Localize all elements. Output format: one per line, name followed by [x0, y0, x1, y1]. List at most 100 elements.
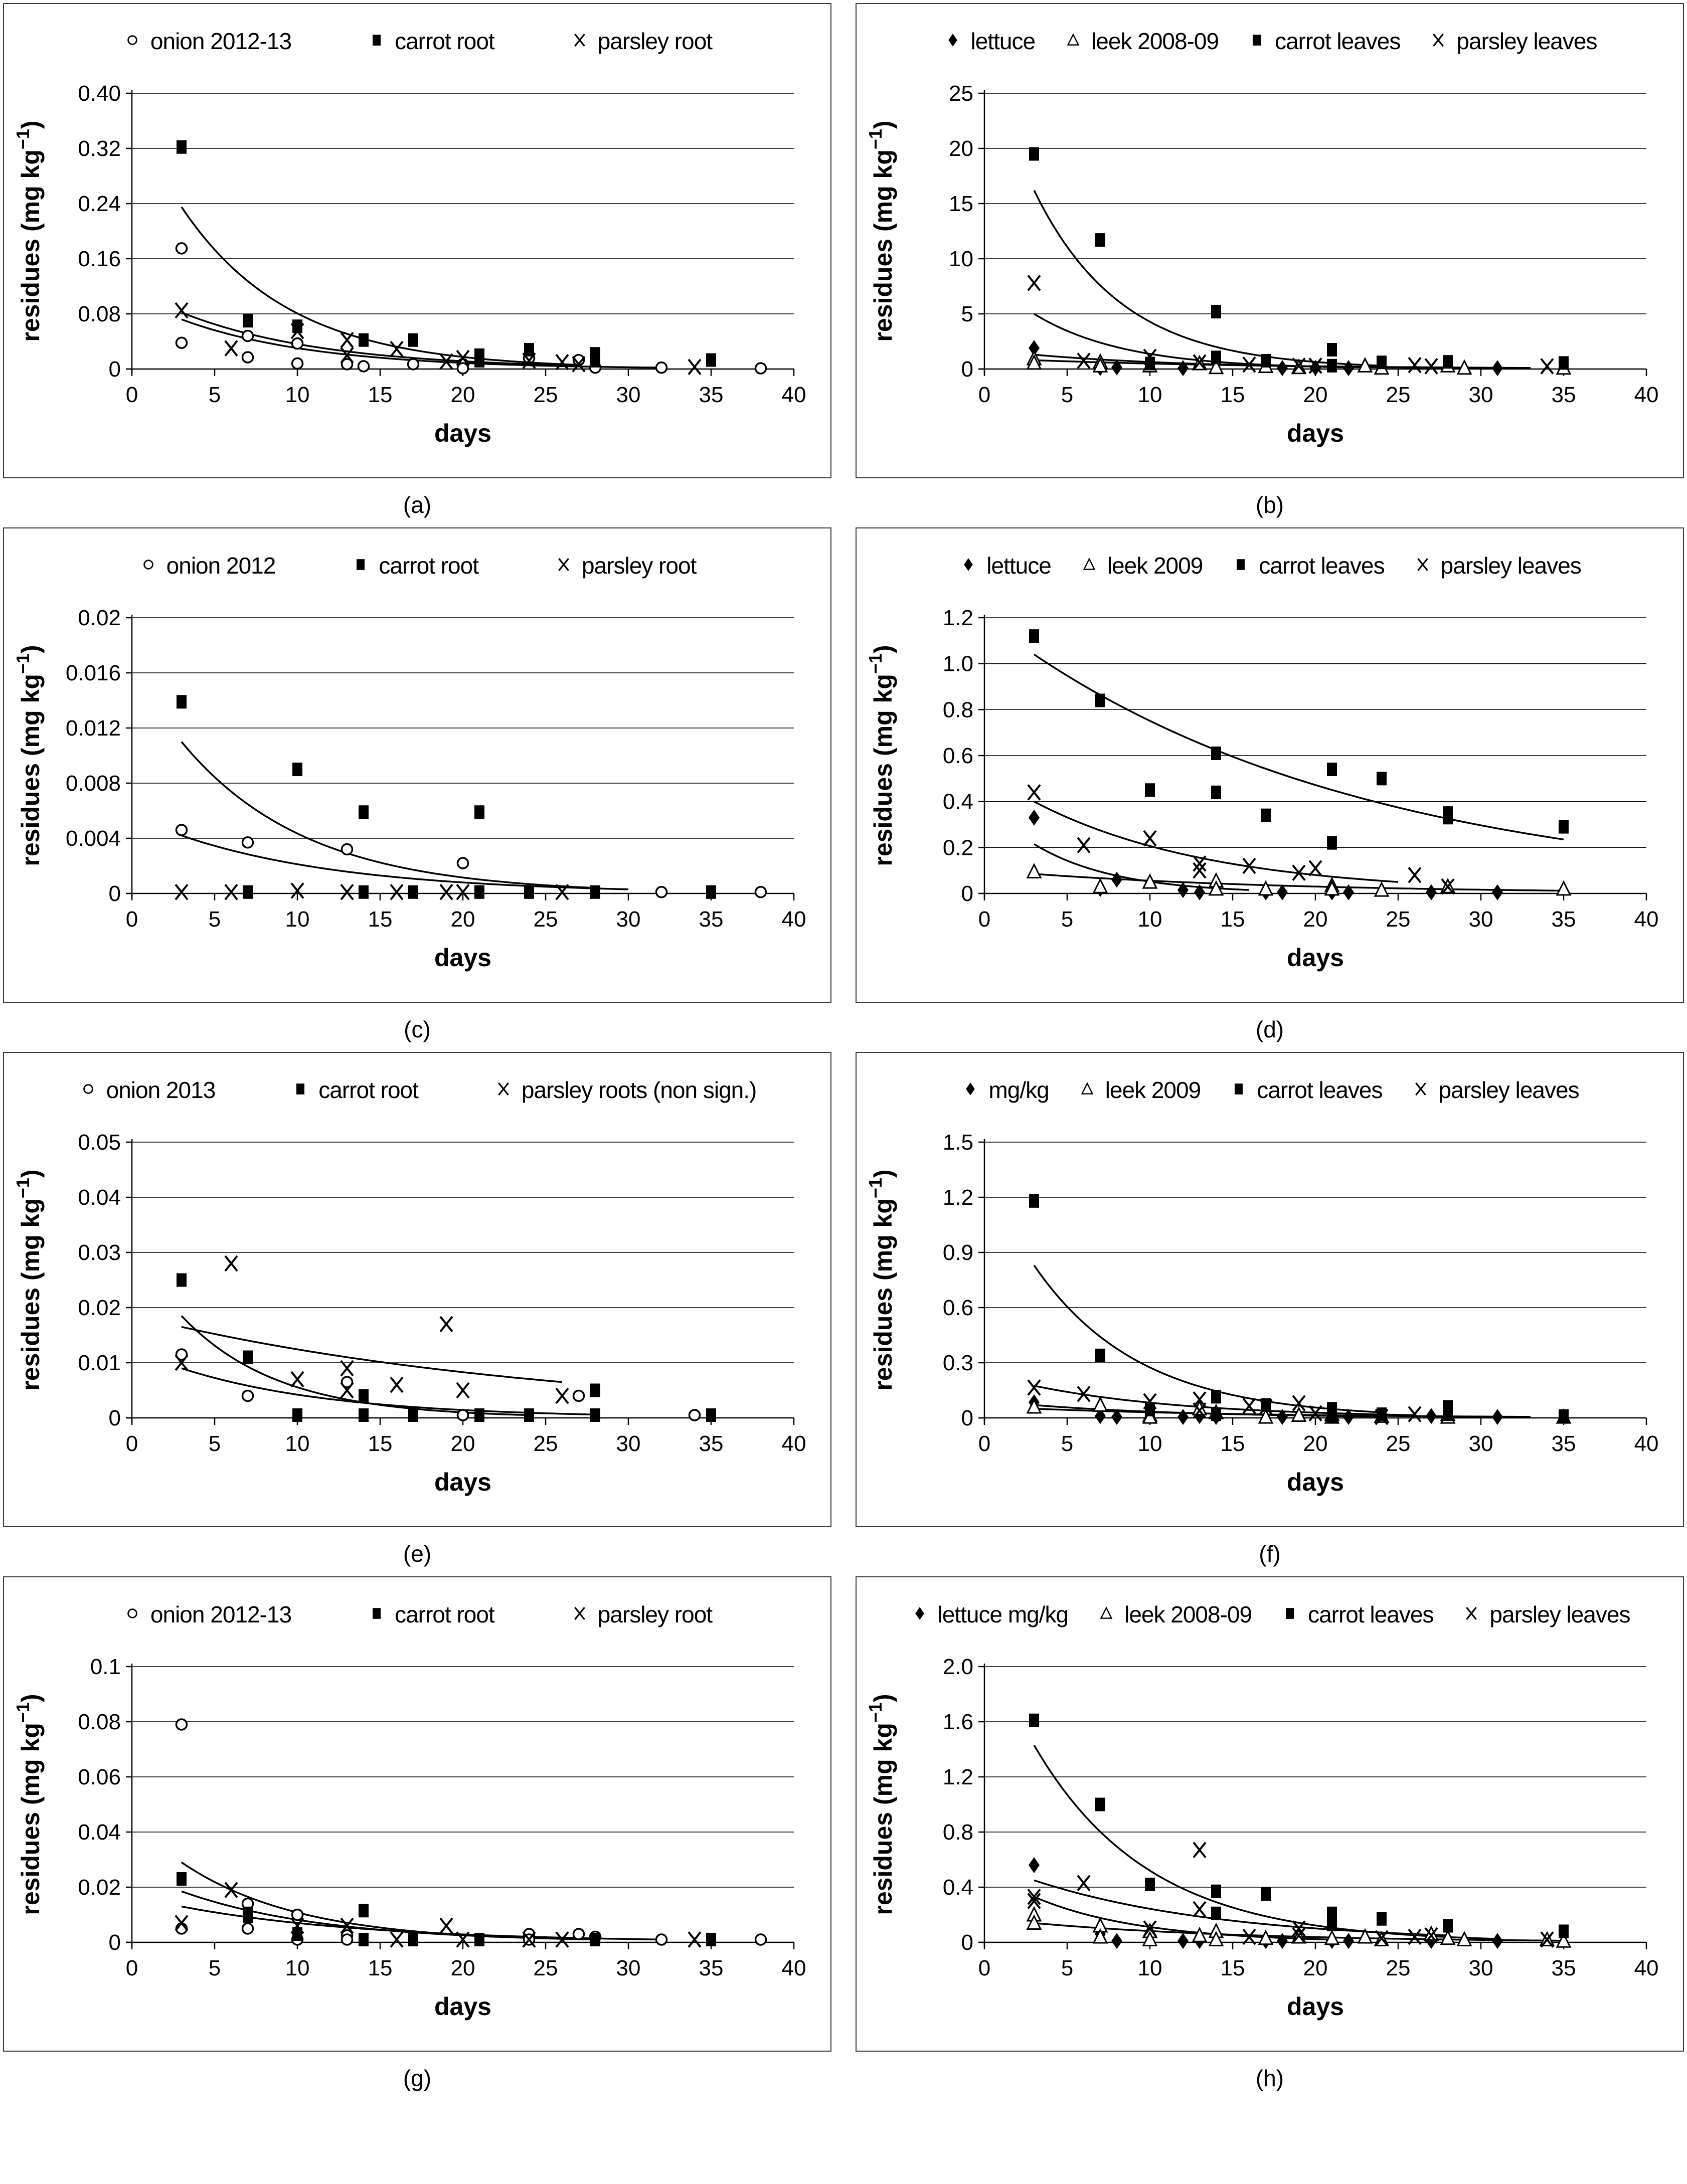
x-tick-label: 30 [616, 907, 641, 932]
data-point [522, 352, 536, 369]
data-point [340, 1382, 354, 1399]
data-point [1424, 358, 1438, 375]
chart-a: onion 2012-13 carrot root parsley root 0 0.… [3, 3, 831, 478]
data-point [1027, 784, 1041, 801]
data-point [408, 333, 418, 347]
x-marker-glyph [1417, 558, 1428, 571]
legend-label: parsley leaves [1489, 1601, 1630, 1627]
y-axis-title: residues (mg kg−1) [13, 120, 45, 341]
data-point [439, 353, 453, 370]
diamond-marker-icon [960, 1078, 980, 1103]
y-axis-title-base: residues (mg kg [17, 1723, 45, 1915]
data-point [1292, 1920, 1306, 1937]
y-tick-label: 0.1 [90, 1655, 121, 1679]
data-point [1540, 358, 1554, 375]
data-point [1440, 1929, 1456, 1945]
data-point [754, 886, 767, 898]
chart-b-plot: 0 5 10 15 20 25 0 5 10 15 20 25 30 35 40 days residues (… [865, 81, 1658, 447]
series-carrot-root [177, 1273, 716, 1422]
fit-curve-0 [1034, 653, 1564, 841]
data-point [1145, 1878, 1155, 1891]
chart-h-legend: lettuce mg/kg leek 2008-09 carrot leaves pa… [857, 1577, 1683, 1652]
data-point [1327, 343, 1337, 356]
legend-item-parsley-root: parsley root [570, 28, 713, 55]
x-tick-label: 0 [978, 1956, 990, 1980]
chart-panel-d: lettuce leek 2009 carrot leaves parsley lea… [856, 527, 1684, 1046]
y-axis-title-sup: −1 [865, 129, 886, 149]
data-point [1027, 1379, 1041, 1396]
data-point [1377, 1912, 1387, 1926]
data-point [1194, 884, 1205, 900]
data-point [1193, 1402, 1207, 1419]
data-point [1423, 1925, 1439, 1941]
y-axis-title-base: residues (mg kg [17, 1198, 45, 1390]
data-point [1327, 358, 1337, 373]
data-point [1327, 1917, 1337, 1931]
data-point [1540, 1931, 1554, 1948]
y-axis-title-base: residues (mg kg [869, 1723, 897, 1915]
y-axis-title-base: residues (mg kg [17, 149, 45, 341]
data-point [292, 1927, 302, 1941]
diamond-marker-icon [943, 29, 963, 54]
data-point [224, 884, 238, 900]
legend-label: leek 2008-09 [1124, 1601, 1252, 1627]
data-point [175, 884, 189, 900]
y-tick-label: 0 [109, 357, 121, 382]
data-point [359, 805, 369, 819]
legend-label: leek 2009 [1107, 553, 1203, 579]
data-point [407, 358, 420, 371]
data-point [1193, 1901, 1207, 1918]
data-point [340, 884, 354, 900]
y-tick-label: 0.05 [78, 1130, 121, 1155]
series-carrot-leaves [1029, 147, 1569, 373]
data-point [1211, 785, 1221, 799]
data-point [524, 343, 534, 356]
legend-item-parsley-leaves: parsley leaves [1413, 552, 1582, 579]
data-point [1292, 357, 1306, 374]
x-tick-label: 5 [1061, 907, 1073, 932]
series-parsley-leaves [1027, 1379, 1422, 1425]
legend-label: onion 2012-13 [150, 28, 292, 54]
fit-curve-1 [181, 834, 629, 890]
chart-d: lettuce leek 2009 carrot leaves parsley lea… [856, 527, 1684, 1003]
data-point [1559, 356, 1569, 370]
legend-label: carrot leaves [1257, 1077, 1383, 1103]
chart-g-legend: onion 2012-13 carrot root parsley root [4, 1577, 830, 1652]
data-point [456, 1409, 469, 1421]
x-tick-label: 35 [699, 383, 724, 407]
data-point [1375, 1408, 1389, 1425]
data-point [1277, 1409, 1288, 1425]
square-marker-icon [1231, 554, 1251, 578]
data-point [706, 1933, 716, 1946]
fit-curve-0 [1033, 1744, 1498, 1940]
y-tick-label: 0.4 [943, 1875, 973, 1900]
data-point [241, 1389, 254, 1402]
fit-curve-2 [181, 318, 662, 369]
series-carrot-leaves [1029, 1194, 1569, 1423]
data-point [1092, 1396, 1108, 1412]
x-tick-label: 15 [368, 1956, 393, 1980]
data-point [1026, 863, 1042, 878]
data-point [291, 337, 304, 350]
x-tick-label: 10 [285, 1956, 310, 1980]
y-tick-label: 0.02 [78, 606, 121, 630]
y-axis-title-base: residues (mg kg [17, 674, 45, 866]
data-point [1077, 352, 1091, 369]
data-point [1441, 878, 1455, 895]
data-point [1092, 357, 1108, 373]
data-point [1143, 1393, 1157, 1410]
legend-label: parsley root [581, 553, 697, 579]
circle-marker-glyph [143, 559, 153, 570]
data-point [341, 1376, 354, 1388]
data-point [1111, 359, 1122, 376]
data-point [1177, 1933, 1189, 1949]
x-marker-icon [570, 29, 590, 54]
y-tick-label: 0.40 [78, 81, 121, 106]
x-tick-label: 35 [699, 907, 724, 932]
data-point [1111, 1933, 1122, 1949]
legend-label: parsley leaves [1456, 28, 1597, 54]
legend-item-onion-2012: onion 2012 [138, 552, 276, 579]
data-point [1095, 1408, 1106, 1424]
legend-item-lettuce: lettuce [943, 28, 1036, 55]
x-tick-label: 5 [1061, 1431, 1073, 1456]
